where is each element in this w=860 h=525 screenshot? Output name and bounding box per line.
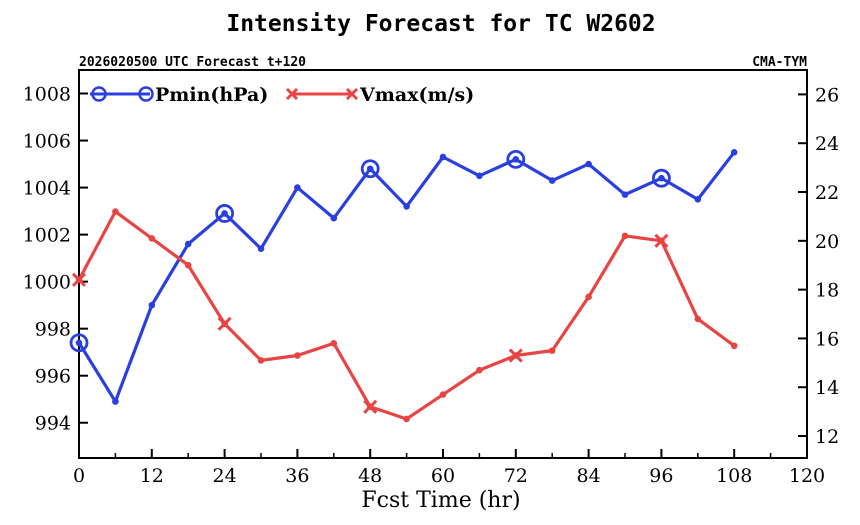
right-y-tick-label: 20 — [815, 231, 839, 253]
pmin-data-point — [112, 398, 119, 405]
vmax-data-point — [112, 208, 119, 215]
pmin-marker — [652, 168, 671, 188]
left-y-tick-label: 994 — [35, 413, 71, 435]
pmin-data-point — [439, 153, 447, 161]
pmin-data-point — [585, 160, 592, 168]
right-y-tick-label: 16 — [815, 328, 839, 350]
pmin-data-point — [658, 174, 665, 182]
pmin-data-point — [75, 339, 83, 347]
left-y-tick-label: 1008 — [23, 84, 71, 106]
vmax-marker — [363, 399, 378, 414]
x-tick-label: 48 — [358, 465, 382, 487]
legend-vmax-label: Vmax(m/s) — [359, 84, 474, 106]
pmin-data-point — [184, 240, 192, 248]
x-tick-label: 84 — [577, 465, 601, 487]
vmax-data-point — [257, 357, 265, 364]
left-y-tick-label: 1006 — [23, 131, 71, 153]
legend-vmax-marker-start — [285, 87, 299, 101]
pmin-data-point — [221, 210, 228, 217]
pmin-data-point — [512, 156, 520, 163]
right-y-tick-label: 22 — [815, 182, 839, 204]
left-y-tick-label: 1000 — [23, 272, 71, 294]
pmin-data-point — [548, 177, 556, 184]
vmax-marker — [71, 272, 87, 287]
x-tick-label: 108 — [716, 465, 752, 487]
chart-title: Intensity Forecast for TC W2602 — [226, 11, 655, 37]
vmax-data-point — [585, 293, 592, 301]
left-y-tick-label: 996 — [35, 366, 71, 388]
x-tick-label: 12 — [140, 465, 164, 487]
vmax-series-line — [77, 209, 736, 421]
right-y-tick-label: 12 — [815, 426, 839, 448]
legend-pmin-marker-end — [138, 86, 154, 102]
x-tick-label: 24 — [213, 465, 237, 487]
left-y-tick-label: 1002 — [23, 225, 71, 247]
x-tick-label: 120 — [789, 465, 825, 487]
pmin-data-point — [330, 214, 338, 222]
x-tick-label: 96 — [649, 465, 673, 487]
legend-vmax-marker-end — [345, 87, 359, 101]
x-axis: 0 12 24 36 48 60 72 84 96 108 120 — [73, 449, 825, 487]
pmin-data-point — [730, 149, 738, 156]
legend-pmin-marker-start — [91, 86, 107, 102]
pmin-data-point — [476, 172, 483, 180]
pmin-data-point — [294, 184, 301, 191]
pmin-marker — [215, 204, 235, 223]
chart-subtitle-right: CMA-TYM — [752, 55, 807, 70]
vmax-data-point — [330, 340, 338, 347]
left-y-tick-label: 1004 — [23, 178, 71, 200]
vmax-data-point — [548, 347, 556, 354]
chart-subtitle-left: 2026020500 UTC Forecast t+120 — [79, 55, 306, 70]
pmin-data-point — [403, 203, 410, 210]
left-y-tick-label: 998 — [35, 319, 71, 341]
legend-pmin-label: Pmin(hPa) — [155, 84, 268, 106]
vmax-data-point — [439, 391, 447, 398]
right-y-axis: 12 14 16 18 20 22 24 26 — [798, 84, 839, 448]
vmax-data-point — [148, 235, 156, 242]
pmin-marker — [69, 333, 89, 353]
vmax-data-point — [184, 261, 192, 269]
x-tick-label: 60 — [431, 465, 455, 487]
pmin-series-line — [77, 151, 736, 404]
vmax-data-point — [403, 415, 410, 423]
right-y-tick-label: 14 — [815, 377, 839, 399]
pmin-data-point — [621, 191, 629, 198]
pmin-data-point — [366, 165, 374, 173]
vmax-data-point — [730, 342, 738, 350]
vmax-data-point — [294, 352, 301, 359]
legend: Pmin(hPa) Vmax(m/s) — [90, 84, 474, 106]
vmax-data-point — [476, 366, 483, 374]
x-tick-label: 72 — [504, 465, 528, 487]
series-layer — [69, 149, 738, 423]
pmin-data-point — [694, 196, 702, 203]
pmin-marker — [360, 159, 380, 179]
x-tick-label: 36 — [285, 465, 309, 487]
vmax-marker — [217, 316, 232, 331]
x-tick-label: 0 — [73, 465, 85, 487]
vmax-data-point — [621, 232, 629, 240]
pmin-marker — [506, 149, 526, 169]
right-y-tick-label: 18 — [815, 280, 839, 302]
x-axis-label: Fcst Time (hr) — [361, 488, 520, 513]
vmax-marker — [508, 348, 523, 363]
right-y-tick-label: 26 — [815, 84, 839, 106]
right-y-tick-label: 24 — [815, 133, 839, 155]
vmax-marker — [654, 233, 669, 248]
pmin-data-point — [148, 301, 156, 309]
left-y-axis: 994 996 998 1000 1002 1004 1006 1008 — [23, 84, 88, 435]
vmax-data-point — [694, 315, 702, 323]
pmin-data-point — [257, 245, 265, 253]
